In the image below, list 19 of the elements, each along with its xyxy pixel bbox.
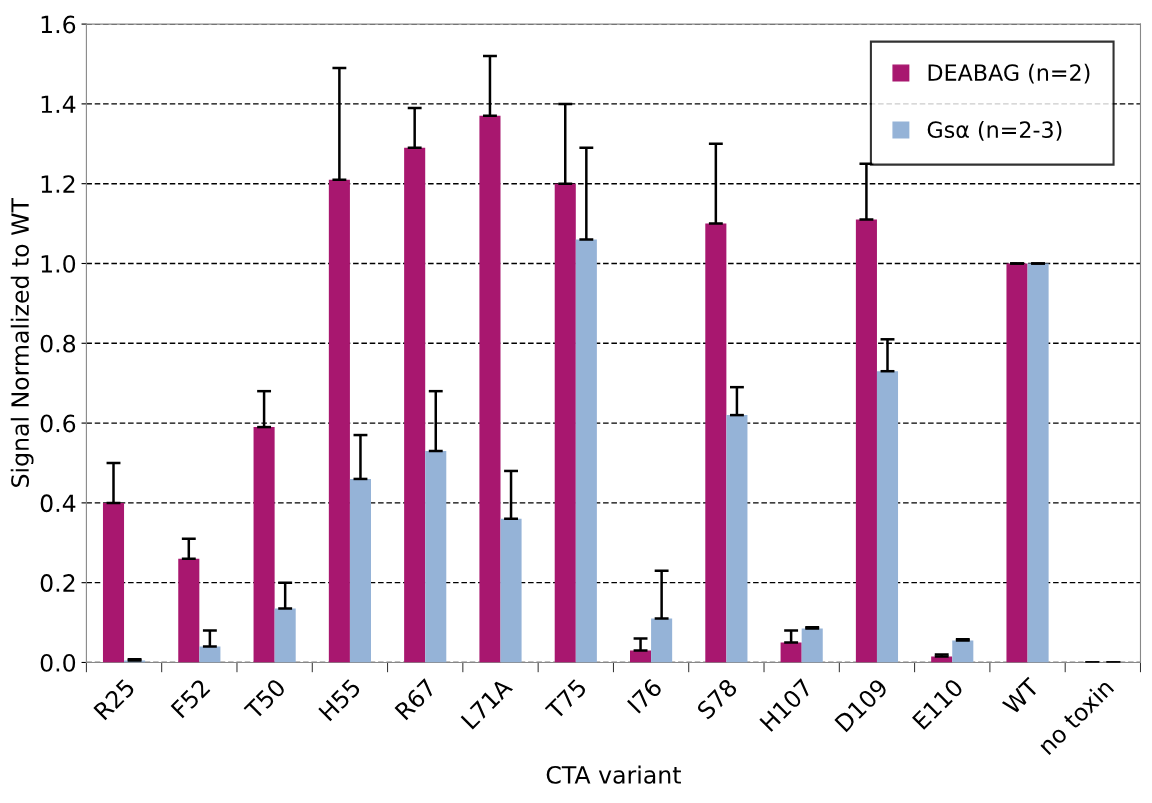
legend-label: DEABAG (n=2) (928, 63, 1090, 84)
x-axis-title: CTA variant (546, 765, 681, 784)
y-tick-label: 0.6 (40, 414, 76, 433)
x-tick-label: F52 (170, 678, 211, 719)
y-axis-title: Signal Normalized to WT (10, 198, 34, 487)
y-tick-label: 1.2 (41, 175, 75, 193)
y-tick-label: 0.0 (40, 653, 76, 672)
x-tick-label: WT (1001, 676, 1041, 716)
x-tick-label: S78 (695, 677, 739, 721)
y-tick-label: 0.8 (40, 334, 76, 353)
legend-label: Gsα (n=2-3) (927, 120, 1062, 141)
y-tick-label: 1.4 (41, 95, 76, 113)
y-tick-label: 0.4 (40, 494, 76, 513)
y-tick-label: 0.2 (40, 574, 75, 592)
y-tick-label: 1.6 (41, 15, 76, 34)
y-tick-label: 1.0 (41, 254, 76, 273)
x-tick-label: T50 (243, 677, 287, 721)
x-tick-label: T75 (544, 678, 588, 721)
x-tick-label: I76 (626, 677, 663, 714)
